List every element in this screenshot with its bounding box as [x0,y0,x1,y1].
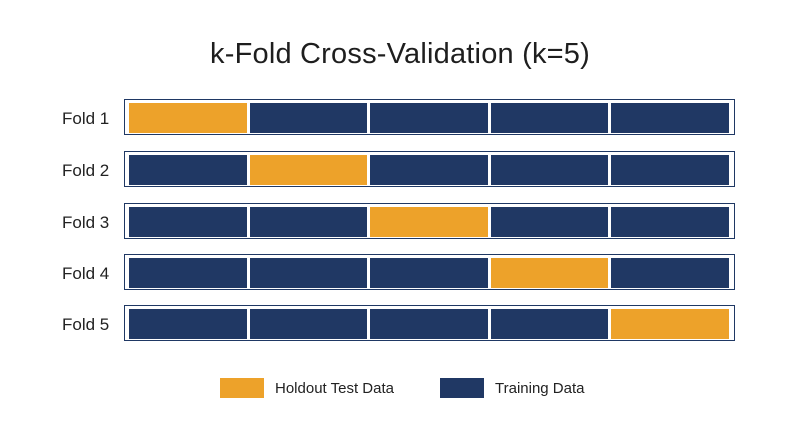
training-segment [129,309,247,339]
holdout-swatch [220,378,264,398]
holdout-segment [490,258,609,288]
training-segment [249,103,368,133]
holdout-segment [129,103,247,133]
training-segment [370,155,488,185]
fold-row-3: Fold 3 [0,203,800,243]
training-segment [490,309,609,339]
training-segment [129,207,247,237]
fold-label: Fold 4 [62,264,110,283]
legend: Holdout Test Data Training Data [0,378,800,402]
training-segment [611,258,729,288]
training-segment [370,309,488,339]
fold-bar [124,254,735,290]
training-segment [611,103,729,133]
training-segment [490,103,609,133]
fold-bar [124,151,735,187]
fold-row-4: Fold 4 [0,254,800,294]
training-segment [249,309,368,339]
training-swatch [440,378,484,398]
holdout-segment [611,309,729,339]
holdout-segment [249,155,368,185]
fold-row-2: Fold 2 [0,151,800,191]
training-segment [370,258,488,288]
training-segment [611,155,729,185]
legend-label-holdout: Holdout Test Data [275,380,394,397]
legend-label-training: Training Data [495,380,585,397]
training-segment [129,258,247,288]
fold-bar [124,203,735,239]
fold-label: Fold 5 [62,315,110,334]
holdout-segment [370,207,488,237]
fold-row-1: Fold 1 [0,99,800,139]
fold-bar [124,99,735,135]
fold-bar [124,305,735,341]
training-segment [370,103,488,133]
training-segment [249,207,368,237]
diagram-title: k-Fold Cross-Validation (k=5) [210,38,590,70]
training-segment [611,207,729,237]
fold-label: Fold 1 [62,109,110,128]
fold-label: Fold 2 [62,161,110,180]
training-segment [129,155,247,185]
training-segment [249,258,368,288]
training-segment [490,207,609,237]
fold-label: Fold 3 [62,213,110,232]
fold-row-5: Fold 5 [0,305,800,345]
training-segment [490,155,609,185]
